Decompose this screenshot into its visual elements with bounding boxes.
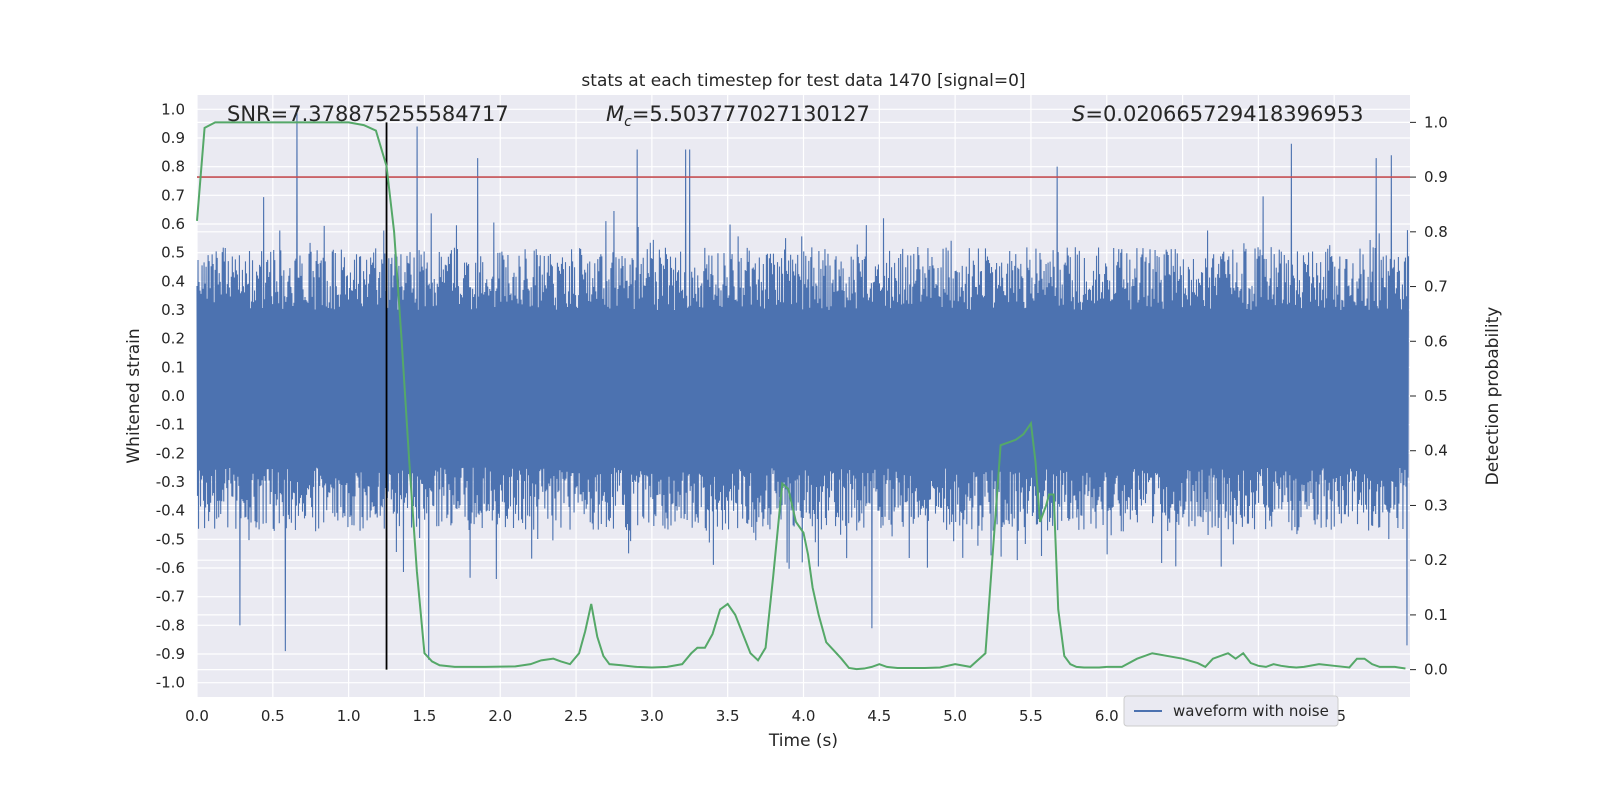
y2-tick-label: 1.0	[1424, 113, 1448, 131]
chirp-mass-value: =5.503777027130127	[632, 102, 870, 126]
y-tick-label: -1.0	[156, 674, 185, 692]
y-tick-label: -0.1	[156, 416, 185, 434]
chirp-mass-symbol: M	[606, 102, 624, 126]
x-tick-label: 2.5	[564, 707, 588, 725]
x-tick-label: 3.0	[640, 707, 664, 725]
y2-tick-label: 0.5	[1424, 387, 1448, 405]
y-tick-label: -0.6	[156, 559, 185, 577]
y-tick-label: 0.4	[161, 272, 185, 290]
y2-tick-label: 0.6	[1424, 332, 1448, 350]
x-tick-label: 3.5	[716, 707, 740, 725]
y-tick-label: 0.2	[161, 330, 185, 348]
waveform-line	[196, 109, 1410, 660]
x-tick-label: 0.5	[261, 707, 285, 725]
x-tick-label: 1.0	[337, 707, 361, 725]
y-tick-label: -0.3	[156, 473, 185, 491]
reference-lines	[197, 122, 1410, 670]
legend: waveform with noise	[1123, 695, 1339, 727]
y2-tick-label: 0.0	[1424, 661, 1448, 679]
y2-tick-label: 0.9	[1424, 168, 1448, 186]
y-tick-label: 0.0	[161, 387, 185, 405]
chirp-mass-subscript: c	[624, 114, 632, 130]
x-tick-label: 6.0	[1095, 707, 1119, 725]
x-tick-label: 1.5	[413, 707, 437, 725]
s-symbol: S	[1072, 102, 1085, 126]
x-tick-label: 5.5	[1019, 707, 1043, 725]
y-tick-label: 1.0	[161, 100, 185, 118]
y2-tick-label: 0.8	[1424, 223, 1448, 241]
s-annotation: S=0.020665729418396953	[1072, 102, 1363, 126]
y2-axis-label: Detection probability	[1483, 307, 1503, 486]
s-value: =0.020665729418396953	[1085, 102, 1363, 126]
y-tick-label: -0.5	[156, 530, 185, 548]
legend-label-waveform: waveform with noise	[1173, 702, 1329, 720]
y-tick-label: 0.7	[161, 186, 185, 204]
y-tick-label: 0.6	[161, 215, 185, 233]
y-tick-label: 0.8	[161, 158, 185, 176]
y-axis-label: Whitened strain	[124, 328, 144, 463]
y-tick-label: -0.2	[156, 444, 185, 462]
y-tick-label: -0.4	[156, 502, 185, 520]
detection-probability-line	[196, 121, 1406, 671]
chirp-mass-annotation: Mc=5.503777027130127	[606, 102, 870, 130]
x-tick-label: 0.0	[185, 707, 209, 725]
waveform-with-noise-series	[196, 109, 1410, 660]
snr-annotation: SNR=7.378875255584717	[227, 102, 509, 126]
x-axis-label: Time (s)	[768, 731, 838, 751]
y2-tick-label: 0.4	[1424, 442, 1448, 460]
x-tick-label: 2.0	[488, 707, 512, 725]
x-tick-label: 4.5	[867, 707, 891, 725]
x-tick-label: 5.0	[943, 707, 967, 725]
y-tick-label: 0.3	[161, 301, 185, 319]
y-tick-label: -0.8	[156, 616, 185, 634]
legend-box	[1123, 695, 1339, 727]
detection-probability-series	[196, 121, 1406, 671]
axis-ticks: 0.00.51.01.52.02.53.03.54.04.55.05.56.06…	[156, 100, 1448, 725]
y-tick-label: 0.9	[161, 129, 185, 147]
y-tick-label: 0.1	[161, 358, 185, 376]
y-tick-label: -0.7	[156, 588, 185, 606]
y2-tick-label: 0.2	[1424, 551, 1448, 569]
y2-tick-label: 0.3	[1424, 496, 1448, 514]
x-tick-label: 4.0	[792, 707, 816, 725]
y-tick-label: -0.9	[156, 645, 185, 663]
y-tick-label: 0.5	[161, 244, 185, 262]
y2-tick-label: 0.7	[1424, 278, 1448, 296]
chart-title: stats at each timestep for test data 147…	[581, 71, 1025, 91]
y2-tick-label: 0.1	[1424, 606, 1448, 624]
